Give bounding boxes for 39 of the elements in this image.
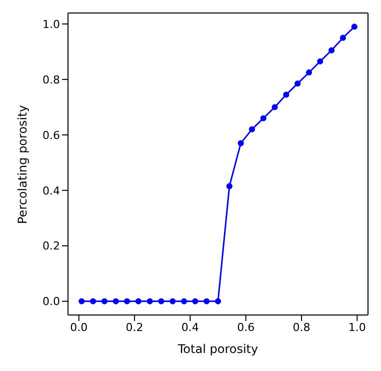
x-tick-label: 0.0 — [70, 320, 88, 334]
point — [192, 298, 198, 304]
y-tick-label: 0.6 — [42, 128, 60, 142]
point — [135, 298, 142, 304]
point — [204, 298, 210, 304]
point — [238, 140, 244, 146]
x-axis-title: Total porosity — [176, 342, 258, 356]
point — [158, 298, 164, 304]
y-tick-label: 0.4 — [42, 184, 60, 198]
point — [317, 58, 324, 64]
point — [181, 298, 188, 304]
point — [146, 298, 153, 304]
point — [124, 298, 130, 304]
x-tick-label: 1.0 — [348, 320, 366, 334]
point — [283, 92, 290, 98]
y-tick-label: 1.0 — [42, 18, 60, 31]
point — [260, 115, 266, 122]
y-tick-label: 0.2 — [42, 240, 60, 253]
point — [112, 298, 119, 304]
point — [170, 298, 176, 304]
point — [90, 298, 96, 304]
x-tick-label: 0.2 — [126, 320, 144, 334]
point — [248, 126, 255, 132]
x-tick-label: 0.6 — [237, 320, 255, 334]
point — [340, 34, 346, 41]
point — [328, 47, 335, 54]
point — [226, 183, 232, 190]
x-tick-label: 0.8 — [292, 320, 310, 334]
point — [294, 80, 301, 87]
y-axis-title: Percolating porosity — [15, 105, 30, 224]
point — [351, 24, 358, 30]
y-tick-label: 0.8 — [42, 73, 60, 86]
x-tick-label: 0.4 — [181, 320, 199, 334]
point — [272, 104, 278, 110]
y-tick-label: 0.0 — [42, 295, 60, 308]
point — [78, 298, 85, 304]
point — [306, 69, 312, 76]
point — [101, 298, 108, 304]
point — [214, 298, 222, 304]
